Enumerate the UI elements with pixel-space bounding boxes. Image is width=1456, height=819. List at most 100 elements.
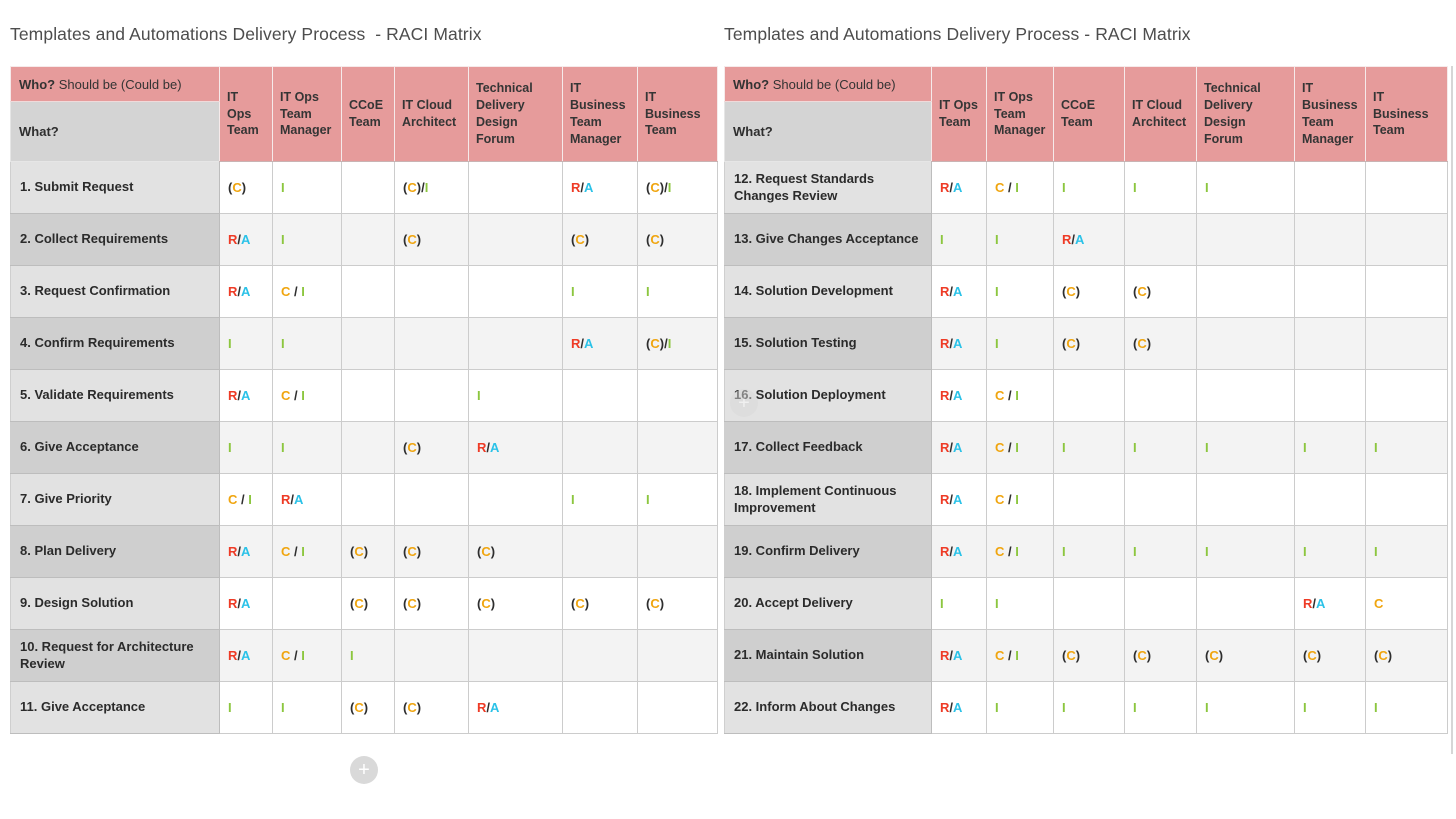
raci-cell[interactable] — [394, 317, 469, 370]
raci-cell[interactable] — [394, 473, 469, 526]
raci-cell[interactable] — [1365, 213, 1448, 266]
raci-cell[interactable]: (C) — [468, 577, 563, 630]
raci-cell[interactable] — [1196, 317, 1295, 370]
row-label[interactable]: 3. Request Confirmation — [10, 265, 220, 318]
raci-cell[interactable]: (C) — [468, 525, 563, 578]
raci-cell[interactable]: (C) — [394, 421, 469, 474]
raci-cell[interactable] — [1124, 473, 1197, 526]
row-label[interactable]: 18. Implement Continuous Improvement — [724, 473, 932, 526]
raci-cell[interactable] — [1294, 161, 1366, 214]
raci-cell[interactable]: I — [468, 369, 563, 422]
row-label[interactable]: 9. Design Solution — [10, 577, 220, 630]
raci-cell[interactable] — [394, 265, 469, 318]
raci-cell[interactable]: R/A — [931, 473, 987, 526]
raci-cell[interactable]: R/A — [931, 317, 987, 370]
raci-cell[interactable]: C / I — [272, 369, 342, 422]
raci-cell[interactable]: (C) — [1053, 629, 1125, 682]
row-label[interactable]: 19. Confirm Delivery — [724, 525, 932, 578]
column-header[interactable]: CCoE Team — [341, 66, 395, 162]
raci-cell[interactable]: I — [1124, 525, 1197, 578]
raci-cell[interactable] — [637, 629, 718, 682]
raci-cell[interactable] — [394, 629, 469, 682]
raci-cell[interactable]: (C) — [394, 213, 469, 266]
raci-cell[interactable] — [272, 577, 342, 630]
raci-cell[interactable]: (C) — [341, 577, 395, 630]
raci-cell[interactable]: R/A — [219, 577, 273, 630]
who-header-cell[interactable]: Who? Should be (Could be) — [724, 66, 932, 102]
raci-cell[interactable]: C / I — [986, 473, 1054, 526]
raci-cell[interactable]: (C)/I — [637, 317, 718, 370]
raci-cell[interactable]: I — [986, 577, 1054, 630]
raci-cell[interactable]: I — [1196, 161, 1295, 214]
raci-cell[interactable]: C / I — [219, 473, 273, 526]
raci-cell[interactable] — [637, 681, 718, 734]
row-label[interactable]: 14. Solution Development — [724, 265, 932, 318]
raci-cell[interactable]: I — [1053, 421, 1125, 474]
raci-cell[interactable]: I — [931, 213, 987, 266]
ghost-add-row-button[interactable]: + — [730, 389, 758, 417]
raci-cell[interactable] — [468, 213, 563, 266]
raci-cell[interactable]: C / I — [986, 629, 1054, 682]
column-header[interactable]: IT Cloud Architect — [394, 66, 469, 162]
raci-cell[interactable]: I — [1053, 161, 1125, 214]
raci-cell[interactable]: I — [272, 681, 342, 734]
raci-cell[interactable] — [1365, 265, 1448, 318]
raci-cell[interactable]: I — [1196, 681, 1295, 734]
raci-cell[interactable]: I — [272, 421, 342, 474]
column-header[interactable]: IT Cloud Architect — [1124, 66, 1197, 162]
raci-cell[interactable]: I — [272, 213, 342, 266]
raci-cell[interactable] — [1365, 473, 1448, 526]
raci-cell[interactable] — [1196, 473, 1295, 526]
raci-cell[interactable]: R/A — [468, 681, 563, 734]
raci-cell[interactable]: I — [986, 213, 1054, 266]
raci-cell[interactable]: R/A — [931, 681, 987, 734]
row-label[interactable]: 21. Maintain Solution — [724, 629, 932, 682]
raci-cell[interactable]: I — [986, 681, 1054, 734]
raci-cell[interactable]: C / I — [986, 161, 1054, 214]
raci-cell[interactable]: R/A — [562, 161, 638, 214]
raci-cell[interactable]: I — [272, 161, 342, 214]
raci-cell[interactable] — [637, 369, 718, 422]
add-row-button[interactable]: + — [350, 756, 378, 784]
raci-cell[interactable] — [1294, 317, 1366, 370]
column-header[interactable]: CCoE Team — [1053, 66, 1125, 162]
raci-cell[interactable]: (C) — [341, 525, 395, 578]
raci-cell[interactable]: R/A — [219, 525, 273, 578]
raci-cell[interactable]: (C) — [1124, 265, 1197, 318]
raci-cell[interactable] — [1294, 213, 1366, 266]
raci-cell[interactable] — [1124, 577, 1197, 630]
raci-cell[interactable]: (C) — [1124, 317, 1197, 370]
raci-cell[interactable]: (C) — [1365, 629, 1448, 682]
column-header[interactable]: IT Business Team Manager — [562, 66, 638, 162]
raci-cell[interactable] — [468, 265, 563, 318]
raci-cell[interactable]: R/A — [931, 265, 987, 318]
raci-cell[interactable]: I — [341, 629, 395, 682]
raci-cell[interactable]: I — [562, 473, 638, 526]
raci-cell[interactable]: I — [272, 317, 342, 370]
raci-cell[interactable]: (C) — [341, 681, 395, 734]
raci-cell[interactable] — [468, 473, 563, 526]
raci-cell[interactable] — [562, 681, 638, 734]
raci-cell[interactable]: (C) — [1124, 629, 1197, 682]
raci-cell[interactable]: (C)/I — [637, 161, 718, 214]
raci-cell[interactable]: (C) — [637, 577, 718, 630]
raci-cell[interactable]: (C) — [1196, 629, 1295, 682]
row-label[interactable]: 15. Solution Testing — [724, 317, 932, 370]
raci-cell[interactable] — [562, 525, 638, 578]
raci-cell[interactable] — [341, 421, 395, 474]
row-label[interactable]: 22. Inform About Changes — [724, 681, 932, 734]
raci-cell[interactable] — [1053, 473, 1125, 526]
raci-cell[interactable]: (C) — [394, 681, 469, 734]
raci-cell[interactable]: I — [1196, 421, 1295, 474]
column-header[interactable]: IT Ops Team Manager — [272, 66, 342, 162]
raci-cell[interactable]: (C) — [637, 213, 718, 266]
raci-cell[interactable]: I — [1124, 161, 1197, 214]
raci-cell[interactable]: I — [986, 265, 1054, 318]
raci-cell[interactable]: I — [219, 317, 273, 370]
raci-cell[interactable] — [1196, 369, 1295, 422]
raci-cell[interactable]: I — [931, 577, 987, 630]
raci-cell[interactable] — [394, 369, 469, 422]
row-label[interactable]: 4. Confirm Requirements — [10, 317, 220, 370]
row-label[interactable]: 6. Give Acceptance — [10, 421, 220, 474]
column-header[interactable]: IT Ops Team — [931, 66, 987, 162]
